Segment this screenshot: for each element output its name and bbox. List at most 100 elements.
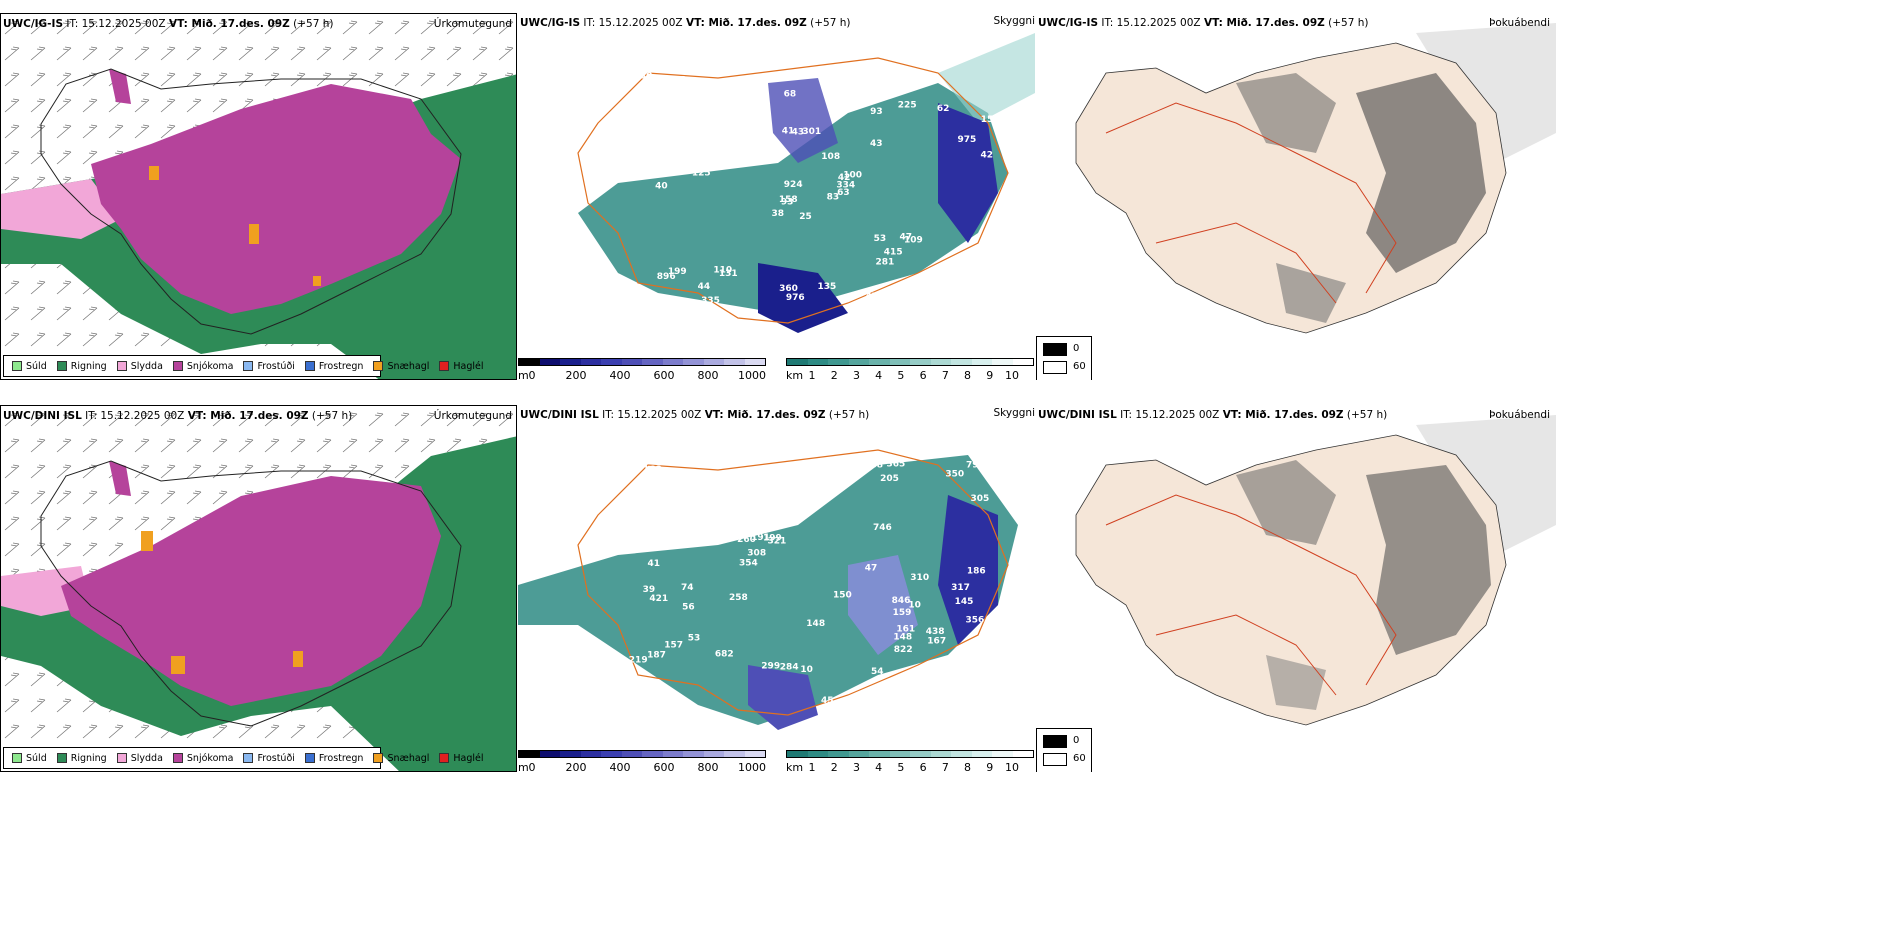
cloudbase-label: 356 xyxy=(966,616,985,626)
legend-item: Snæhagl xyxy=(373,361,429,372)
cloudbase-label: 219 xyxy=(629,655,648,665)
colorbar-tick: 5 xyxy=(897,369,905,380)
road-network-fog xyxy=(1105,494,1397,696)
cloudbase-label: 790 xyxy=(966,460,985,470)
legend-item: Rigning xyxy=(56,361,107,372)
cloudbase-label: 161 xyxy=(712,315,731,325)
colorbar-tick: 400 xyxy=(609,369,631,380)
fog-panel-bottom: UWC/DINI ISL IT: 15.12.2025 00Z VT: Mið.… xyxy=(1036,405,1556,772)
cloudbase-label: 430 xyxy=(700,482,719,492)
colorbar-tick: 1000 xyxy=(738,761,766,772)
cloudbase-label: 333 xyxy=(951,704,970,714)
cloudbase-label: 53 xyxy=(824,72,837,82)
cloudbase-label: 301 xyxy=(802,127,821,137)
cloudbase-label: 93 xyxy=(781,198,794,208)
cloudbase-label: 167 xyxy=(927,637,946,647)
colorbar-tick: 1 xyxy=(808,761,816,772)
label-group-top: 25 67 93 163 42 131 234 301 93 83 94 76 40 150 38 43 42 4… xyxy=(611,72,1000,334)
precip-legend-top: Súld Rigning Slydda Snjókoma Frostúði Frostre… xyxy=(3,355,484,377)
colorbar-tick: 7 xyxy=(941,761,949,772)
cloudbase-east xyxy=(938,103,998,243)
cloudbase-label: 310 xyxy=(910,573,929,583)
cloudbase-label: 10 xyxy=(800,665,813,675)
colorbar-tick: 400 xyxy=(609,761,631,772)
cloudbase-label: 159 xyxy=(647,481,666,491)
cloudbase-label: 187 xyxy=(658,475,677,485)
cloudbase-label: 10 xyxy=(908,601,921,611)
cloudbase-label: 62 xyxy=(937,104,950,114)
precip-legend-bottom: Súld Rigning Slydda Snjókoma Frostúði Frostre… xyxy=(3,747,484,769)
visibility-plume xyxy=(938,33,1035,123)
cloudbase-label: 148 xyxy=(893,633,912,643)
cloudbase-label: 682 xyxy=(715,650,734,660)
legend-swatch xyxy=(439,361,450,371)
legend-item: Slydda xyxy=(116,753,163,764)
legend-item: Haglél xyxy=(439,361,484,372)
fog-type-label-bottom: Þokuábendi xyxy=(1489,409,1550,421)
road-network-fog xyxy=(1105,102,1397,304)
fog-high-east xyxy=(1366,465,1491,655)
colorbar-tick: 3 xyxy=(852,761,860,772)
cloudbase-label: 53 xyxy=(874,234,887,244)
colorbar-tick: 5 xyxy=(897,761,905,772)
fog-high-north xyxy=(1236,73,1336,153)
cloudbase-label: 975 xyxy=(958,135,977,145)
visibility-type-label-bottom: Skyggni xyxy=(993,407,1036,419)
cloudbase-label: 308 xyxy=(747,548,766,558)
legend-swatch xyxy=(373,361,384,371)
cloudbase-label: 48 xyxy=(618,106,631,116)
legend-label: Snæhagl xyxy=(387,360,430,372)
cloudbase-label: 260 xyxy=(737,535,756,545)
cloudbase-label: 449 xyxy=(915,685,934,695)
legend-swatch xyxy=(116,361,127,371)
visibility-header-bottom: UWC/DINI ISL IT: 15.12.2025 00Z VT: Mið.… xyxy=(520,409,870,421)
legend-swatch xyxy=(304,361,315,371)
cloudbase-label: 42 xyxy=(675,322,688,332)
cloudbase-label: 145 xyxy=(955,597,974,607)
legend-item: Frostúði xyxy=(243,361,295,372)
legend-swatch xyxy=(56,361,67,371)
cloudbase-east xyxy=(938,495,998,645)
precip-header-bottom: UWC/DINI ISL IT: 15.12.2025 00Z VT: Mið.… xyxy=(3,410,353,422)
colorbar-tick: 7 xyxy=(941,369,949,380)
fog-header-bottom: UWC/DINI ISL IT: 15.12.2025 00Z VT: Mið.… xyxy=(1038,409,1388,421)
cloudbase-label: 41 xyxy=(782,127,795,137)
precip-type-label-top: Úrkomutegund xyxy=(433,18,512,30)
cloudbase-label: 110 xyxy=(713,265,732,275)
precip-header-top: UWC/IG-IS IT: 15.12.2025 00Z VT: Mið. 17… xyxy=(3,18,334,30)
cloudbase-label: 161 xyxy=(896,625,915,635)
colorbar-tick: 9 xyxy=(986,761,994,772)
cloudbase-label: 976 xyxy=(786,293,805,303)
legend-item: Súld xyxy=(12,753,47,764)
cloudbase-label: 176 xyxy=(993,609,1012,619)
cloudbase-label: 56 xyxy=(682,603,695,613)
cloudbase-label: 163 xyxy=(639,295,658,305)
legend-swatch xyxy=(12,361,22,371)
cloudbase-south xyxy=(748,665,818,730)
cloudbase-label: 74 xyxy=(681,583,694,593)
cloudbase-label: 44 xyxy=(627,173,640,183)
iceland-outline xyxy=(40,68,462,335)
fog-map-bottom xyxy=(1075,415,1556,726)
visibility-type-label-top: Skyggni xyxy=(993,15,1036,27)
cloudbase-label: 305 xyxy=(971,494,990,504)
iceland-outline xyxy=(40,460,462,727)
legend-item: Frostregn xyxy=(304,361,363,372)
visibility-colorbar-bottom: km 1 2 3 4 5 6 7 8 9 10 xyxy=(786,750,1034,772)
legend-swatch xyxy=(373,753,384,763)
legend-label: Snjókoma xyxy=(186,360,234,372)
cloudbase-label: 873 xyxy=(734,159,753,169)
colorbar-tick: 6 xyxy=(919,761,927,772)
road-network xyxy=(577,449,1009,716)
legend-item: Rigning xyxy=(56,753,107,764)
cloudbase-label: 268 xyxy=(844,712,863,722)
cloudbase-label: 41 xyxy=(648,559,661,569)
colorbar-tick: 1 xyxy=(808,369,816,380)
legend-swatch xyxy=(243,753,254,763)
cloudbase-label: 39 xyxy=(643,585,656,595)
cloudbase-label: 42 xyxy=(981,151,994,161)
legend-swatch xyxy=(12,753,22,763)
cloudbase-label: 187 xyxy=(647,650,666,660)
cloudbase-label: 94 xyxy=(677,79,690,89)
colorbar-tick: 10 xyxy=(1005,761,1019,772)
